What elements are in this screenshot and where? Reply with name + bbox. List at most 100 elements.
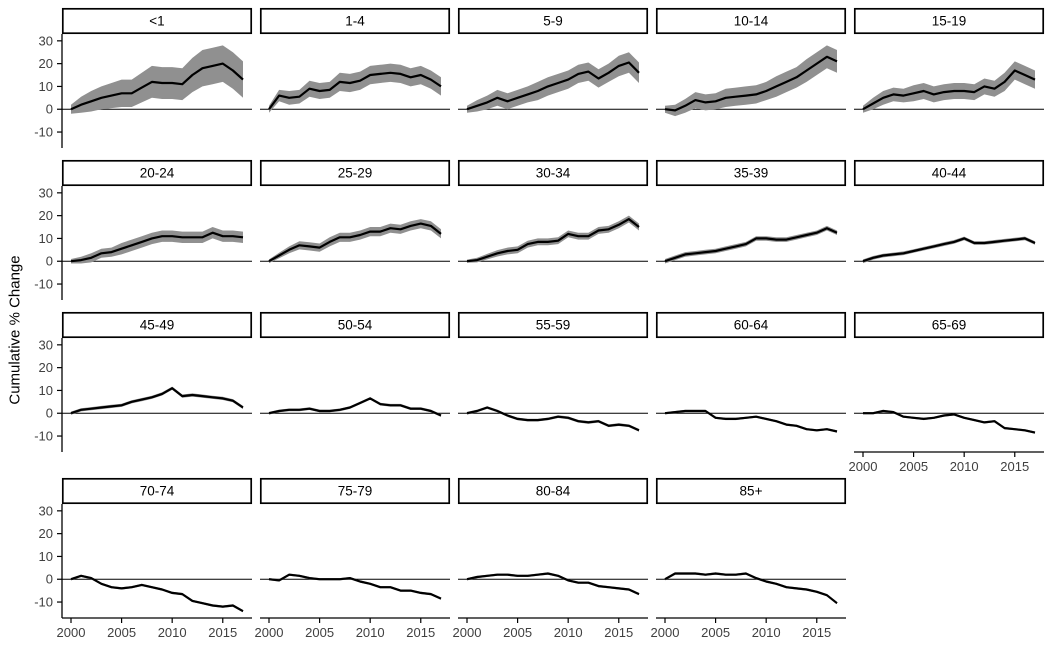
y-tick-label: 30 xyxy=(39,337,53,352)
x-tick-label: 2000 xyxy=(651,625,680,640)
data-line xyxy=(862,69,1036,111)
y-tick-label: 0 xyxy=(46,102,53,117)
facet-strip-label: 55-59 xyxy=(536,318,571,333)
x-tick-label: 2005 xyxy=(701,625,730,640)
confidence-band xyxy=(467,406,639,432)
facet-strip-label: 5-9 xyxy=(543,14,563,29)
data-line xyxy=(664,227,838,263)
facet-strip-label: 1-4 xyxy=(345,14,365,29)
y-tick-label: -10 xyxy=(34,277,53,292)
facet-strip-label: 40-44 xyxy=(932,166,967,181)
confidence-band xyxy=(269,397,441,417)
facet-strip-label: 35-39 xyxy=(734,166,769,181)
facet-strip xyxy=(457,159,649,187)
x-tick-label: 2010 xyxy=(356,625,385,640)
facet-strip xyxy=(259,7,451,35)
facet-strip-label: 15-19 xyxy=(932,14,967,29)
x-tick-label: 2010 xyxy=(158,625,187,640)
y-axis-title: Cumulative % Change xyxy=(6,255,24,405)
confidence-band xyxy=(71,45,243,114)
y-tick-label: 10 xyxy=(39,79,53,94)
data-line xyxy=(466,61,640,111)
confidence-band xyxy=(269,573,441,600)
data-line xyxy=(70,231,244,263)
facet-strip xyxy=(61,7,253,35)
facet-strip-label: 50-54 xyxy=(338,318,373,333)
facet-strip-label: 65-69 xyxy=(932,318,967,333)
data-line xyxy=(70,387,244,415)
confidence-band xyxy=(665,572,837,605)
facet-strip xyxy=(853,159,1045,187)
y-tick-label: 20 xyxy=(39,56,53,71)
facet-strip xyxy=(655,477,847,505)
x-tick-label: 2015 xyxy=(802,625,831,640)
data-line xyxy=(664,572,838,605)
data-line xyxy=(268,222,442,263)
facet-strip-label: 20-24 xyxy=(140,166,175,181)
x-tick-label: 2010 xyxy=(752,625,781,640)
y-tick-label: 0 xyxy=(46,406,53,421)
x-tick-label: 2000 xyxy=(57,625,86,640)
confidence-band xyxy=(665,225,837,264)
y-tick-label: 10 xyxy=(39,383,53,398)
x-tick-label: 2015 xyxy=(604,625,633,640)
facet-strip-label: 30-34 xyxy=(536,166,571,181)
facet-strip xyxy=(457,477,649,505)
facet-strip-label: 85+ xyxy=(740,484,763,499)
confidence-band xyxy=(71,386,243,415)
x-tick-label: 2005 xyxy=(899,459,928,474)
facet-strip xyxy=(259,477,451,505)
facet-strip xyxy=(655,311,847,339)
facet-strip-label: 25-29 xyxy=(338,166,373,181)
data-line xyxy=(268,397,442,417)
x-tick-label: 2015 xyxy=(406,625,435,640)
confidence-band xyxy=(71,227,243,264)
data-line xyxy=(664,55,838,112)
facet-strip-label: 80-84 xyxy=(536,484,571,499)
data-line xyxy=(268,71,442,110)
x-tick-label: 2015 xyxy=(1000,459,1029,474)
x-tick-label: 2000 xyxy=(453,625,482,640)
facet-strip-label: 70-74 xyxy=(140,484,175,499)
x-tick-label: 2005 xyxy=(107,625,136,640)
facet-strip xyxy=(259,311,451,339)
data-line xyxy=(466,572,640,596)
data-line xyxy=(863,409,1036,434)
facet-strip xyxy=(655,159,847,187)
y-tick-label: 30 xyxy=(39,185,53,200)
facet-strip-label: 60-64 xyxy=(734,318,769,333)
confidence-band xyxy=(665,45,837,117)
data-line xyxy=(664,409,838,433)
facet-strip xyxy=(259,159,451,187)
y-tick-label: 10 xyxy=(39,549,53,564)
y-tick-label: 0 xyxy=(46,254,53,269)
data-line xyxy=(268,573,442,600)
facet-strip-label: 10-14 xyxy=(734,14,769,29)
y-tick-label: -10 xyxy=(34,429,53,444)
x-tick-label: 2005 xyxy=(503,625,532,640)
data-line xyxy=(70,574,244,613)
facet-strip xyxy=(853,7,1045,35)
y-tick-label: -10 xyxy=(34,125,53,140)
facet-strip xyxy=(61,159,253,187)
confidence-band xyxy=(269,63,441,113)
y-tick-label: 20 xyxy=(39,208,53,223)
x-tick-label: 2010 xyxy=(554,625,583,640)
facet-strip xyxy=(61,311,253,339)
data-line xyxy=(862,237,1036,263)
x-tick-label: 2015 xyxy=(208,625,237,640)
y-tick-label: 10 xyxy=(39,231,53,246)
y-tick-label: 20 xyxy=(39,360,53,375)
data-line xyxy=(70,62,244,111)
y-tick-label: -10 xyxy=(34,595,53,610)
facet-strip xyxy=(457,7,649,35)
facet-strip xyxy=(655,7,847,35)
confidence-band xyxy=(467,52,639,113)
facet-strip-label: 75-79 xyxy=(338,484,373,499)
facet-strip xyxy=(61,477,253,505)
y-tick-label: 20 xyxy=(39,526,53,541)
confidence-band xyxy=(863,409,1035,434)
facet-strip-label: 45-49 xyxy=(140,318,175,333)
